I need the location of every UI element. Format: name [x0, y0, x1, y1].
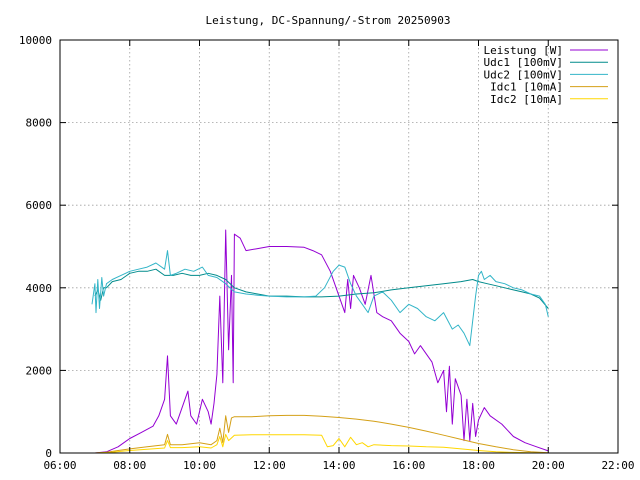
series-line	[94, 268, 549, 309]
x-tick-label: 12:00	[253, 459, 286, 472]
series-line	[94, 433, 549, 454]
x-tick-label: 06:00	[43, 459, 76, 472]
legend-label: Leistung [W]	[484, 44, 563, 57]
y-tick-label: 4000	[26, 282, 53, 295]
x-tick-label: 14:00	[322, 459, 355, 472]
axis-ticks	[59, 39, 619, 454]
series-line	[94, 414, 549, 454]
x-tick-label: 20:00	[532, 459, 565, 472]
series-line	[94, 229, 549, 454]
y-tick-label: 8000	[26, 117, 53, 130]
y-tick-label: 6000	[26, 199, 53, 212]
series-line	[91, 250, 549, 347]
x-tick-label: 10:00	[183, 459, 216, 472]
legend-label: Udc1 [100mV]	[484, 56, 563, 69]
grid-lines	[60, 40, 618, 453]
y-tick-label: 0	[45, 447, 52, 460]
x-tick-label: 22:00	[601, 459, 634, 472]
chart-title: Leistung, DC-Spannung/-Strom 20250903	[205, 14, 450, 27]
x-tick-label: 18:00	[462, 459, 495, 472]
x-axis-tick-labels: 06:00 08:00 10:00 12:00 14:00 16:00 18:00 20:00…	[43, 459, 634, 472]
legend-label: Idc2 [10mA]	[490, 93, 563, 106]
series-lines	[91, 229, 549, 454]
x-tick-label: 08:00	[113, 459, 146, 472]
y-tick-label: 10000	[19, 34, 52, 47]
y-tick-label: 2000	[26, 364, 53, 377]
y-axis-tick-labels: 0 2000 4000 6000 8000 10000	[19, 34, 52, 460]
legend-label: Idc1 [10mA]	[490, 81, 563, 94]
legend-label: Udc2 [100mV]	[484, 68, 563, 81]
x-tick-label: 16:00	[392, 459, 425, 472]
legend: Leistung [W]Udc1 [100mV]Udc2 [100mV]Idc1…	[484, 44, 608, 106]
